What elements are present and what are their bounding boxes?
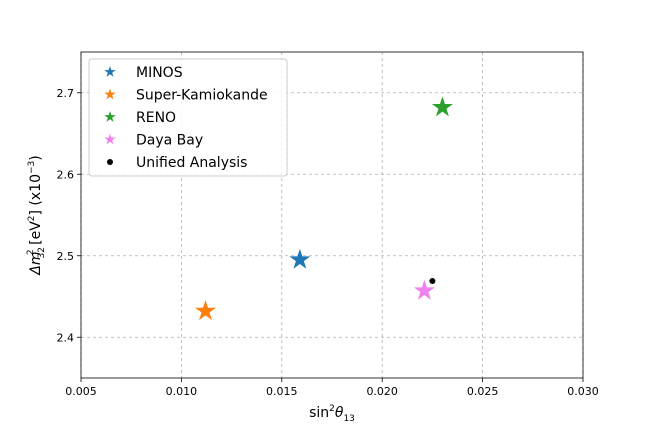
point-reno [431, 96, 453, 117]
legend-marker-unified-analysis [107, 159, 113, 165]
x-tick-label: 0.015 [266, 385, 298, 398]
y-tick-label: 2.4 [57, 331, 75, 344]
point-minos [289, 248, 311, 269]
legend-label-super-kamiokande: Super-Kamiokande [136, 88, 268, 104]
x-tick-label: 0.010 [166, 385, 198, 398]
y-axis-label: Δm322 [eV2] (x10−3) [26, 155, 47, 275]
y-tick-label: 2.7 [57, 87, 75, 100]
legend-marker-minos [104, 66, 116, 77]
x-axis-label: sin2θ13 [309, 404, 355, 424]
plot-frame [80, 51, 584, 379]
legend-label-reno: RENO [136, 110, 176, 126]
axis-ticks: 0.005 0.010 0.015 0.020 0.025 0.030 2.4 2.5 2.6 2… [57, 87, 599, 398]
x-tick-label: 0.030 [567, 385, 599, 398]
point-unified-analysis [429, 278, 436, 285]
x-tick-label: 0.020 [366, 385, 398, 398]
y-tick-label: 2.5 [57, 250, 75, 263]
legend-label-daya-bay: Daya Bay [136, 133, 203, 149]
data-markers [195, 96, 453, 321]
point-super-kamiokande [195, 300, 216, 321]
legend-box [88, 58, 288, 177]
y-tick-label: 2.6 [57, 168, 75, 181]
legend-marker-super-kamiokande [104, 88, 116, 100]
point-daya-bay [413, 279, 435, 300]
legend: MINOS Super-Kamiokande RENO Daya Bay Unified… [88, 58, 288, 177]
legend-marker-daya-bay [104, 133, 116, 145]
x-tick-label: 0.025 [467, 385, 499, 398]
legend-label-minos: MINOS [136, 65, 183, 81]
legend-label-unified-analysis: Unified Analysis [136, 155, 247, 171]
x-tick-label: 0.005 [65, 385, 97, 398]
legend-marker-reno [104, 111, 116, 122]
